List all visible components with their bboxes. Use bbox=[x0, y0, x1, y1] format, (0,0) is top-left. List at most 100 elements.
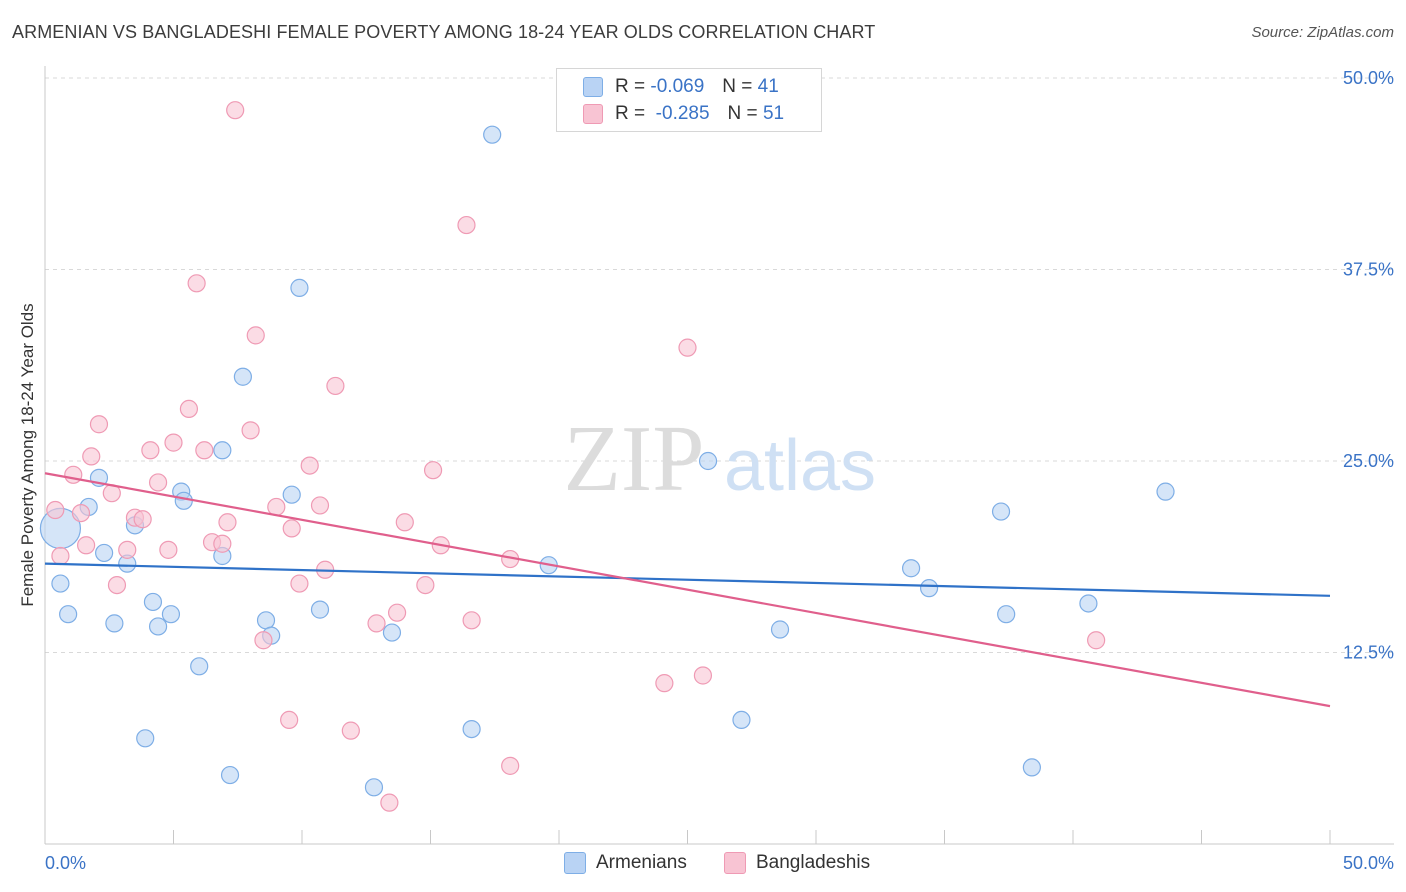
x-tick-label: 50.0% bbox=[1343, 853, 1394, 873]
bangladeshi-point bbox=[290, 574, 309, 593]
armenian-point bbox=[136, 729, 155, 748]
bangladeshi-point bbox=[501, 756, 520, 775]
bangladeshi-point bbox=[416, 575, 435, 595]
bangladeshi-trend-line bbox=[44, 472, 1331, 708]
bangladeshi-point bbox=[226, 101, 245, 120]
armenian-point bbox=[51, 574, 70, 593]
armenian-point bbox=[732, 710, 751, 730]
correlation-legend: R = -0.069 N = 41 R = -0.285 N = 51 bbox=[556, 68, 822, 132]
armenian-point bbox=[213, 441, 232, 460]
legend-r-value: -0.285 bbox=[655, 103, 710, 124]
bangladeshi-point bbox=[82, 447, 101, 466]
bangladeshi-point bbox=[118, 540, 137, 559]
y-tick-label: 12.5% bbox=[1343, 643, 1394, 663]
bangladeshi-point bbox=[195, 441, 214, 460]
data-points bbox=[39, 101, 1175, 812]
legend-label: Bangladeshis bbox=[756, 852, 871, 873]
bangladeshi-point bbox=[678, 338, 697, 357]
grid bbox=[45, 77, 1394, 653]
armenian-swatch bbox=[583, 77, 603, 97]
series-legend: Armenians Bangladeshis bbox=[0, 852, 1406, 878]
y-tick-label: 25.0% bbox=[1343, 451, 1394, 471]
bangladeshi-point bbox=[89, 415, 109, 434]
tick-labels: 12.5% 25.0% 37.5% 50.0% 0.0% 50.0% bbox=[45, 68, 1394, 873]
bangladeshi-point bbox=[141, 441, 160, 460]
bangladeshi-point bbox=[326, 376, 345, 396]
armenian-swatch bbox=[564, 852, 586, 874]
bangladeshi-swatch bbox=[724, 852, 746, 874]
legend-row-bangladeshis: R = -0.285 N = 51 bbox=[583, 102, 784, 126]
legend-item-bangladeshis: Bangladeshis bbox=[724, 852, 870, 874]
bangladeshi-point bbox=[341, 721, 360, 740]
y-axis-label: Female Poverty Among 18-24 Year Olds bbox=[18, 303, 37, 607]
x-tick-label: 0.0% bbox=[45, 853, 86, 873]
legend-n-label: N = bbox=[722, 76, 753, 97]
armenian-point bbox=[282, 485, 301, 504]
legend-r-value: -0.069 bbox=[650, 76, 705, 97]
bangladeshi-point bbox=[218, 513, 237, 532]
bangladeshi-point bbox=[213, 534, 232, 553]
bangladeshi-point bbox=[107, 575, 127, 595]
source-label: Source: ZipAtlas.com bbox=[1251, 24, 1394, 41]
armenian-point bbox=[233, 367, 252, 386]
armenian-point bbox=[1156, 482, 1175, 501]
armenian-point bbox=[364, 778, 384, 797]
y-tick-label: 37.5% bbox=[1343, 260, 1394, 280]
bangladeshi-point bbox=[457, 215, 476, 235]
bangladeshi-point bbox=[267, 497, 286, 517]
bangladeshi-point bbox=[187, 274, 206, 293]
armenian-point bbox=[95, 543, 114, 563]
legend-item-armenians: Armenians bbox=[564, 852, 687, 874]
bangladeshi-point bbox=[693, 666, 713, 685]
legend-r-label: R = bbox=[615, 76, 646, 97]
bangladeshi-point bbox=[380, 793, 399, 812]
legend-label: Armenians bbox=[596, 852, 687, 873]
bangladeshi-point bbox=[395, 513, 414, 532]
armenian-point bbox=[382, 623, 402, 642]
armenian-point bbox=[991, 502, 1011, 521]
bangladeshi-swatch bbox=[583, 104, 603, 124]
bangladeshi-point bbox=[159, 540, 178, 559]
armenian-point bbox=[174, 491, 193, 510]
bangladeshi-point bbox=[254, 631, 273, 650]
legend-n-value: 41 bbox=[757, 76, 779, 97]
bangladeshi-point bbox=[280, 710, 299, 730]
bangladeshi-point bbox=[64, 465, 83, 484]
legend-n-value: 51 bbox=[762, 103, 785, 124]
bangladeshi-point bbox=[241, 421, 260, 440]
armenian-point bbox=[190, 657, 209, 676]
armenian-point bbox=[59, 605, 78, 624]
legend-r-label: R = bbox=[615, 103, 646, 124]
armenian-point bbox=[143, 592, 163, 612]
watermark-atlas: atlas bbox=[724, 426, 876, 506]
armenian-point bbox=[462, 719, 481, 739]
armenian-point bbox=[997, 605, 1016, 624]
armenian-point bbox=[770, 620, 790, 639]
bangladeshi-point bbox=[133, 510, 152, 529]
bangladeshi-point bbox=[46, 500, 65, 520]
watermark-zip: ZIP bbox=[564, 407, 705, 511]
bangladeshi-point bbox=[71, 503, 91, 523]
legend-n-label: N = bbox=[727, 103, 758, 124]
bangladeshi-point bbox=[300, 456, 319, 475]
chart-title: ARMENIAN VS BANGLADESHI FEMALE POVERTY A… bbox=[12, 22, 876, 42]
bangladeshi-point bbox=[164, 433, 183, 452]
bangladeshi-point bbox=[462, 611, 481, 630]
axes bbox=[44, 66, 1394, 845]
armenian-point bbox=[1022, 758, 1041, 777]
bangladeshi-point bbox=[423, 461, 443, 480]
bangladeshi-point bbox=[51, 546, 70, 566]
bangladeshi-point bbox=[367, 614, 386, 633]
armenian-point bbox=[901, 559, 921, 578]
bangladeshi-point bbox=[1087, 631, 1106, 650]
armenian-point bbox=[148, 617, 168, 636]
watermark: ZIP atlas bbox=[564, 407, 877, 511]
armenian-point bbox=[483, 125, 502, 144]
armenian-point bbox=[161, 605, 181, 624]
armenian-point bbox=[220, 765, 240, 785]
bangladeshi-point bbox=[387, 603, 407, 622]
armenian-trend-line bbox=[44, 562, 1331, 597]
armenian-point bbox=[698, 451, 718, 471]
bangladeshi-point bbox=[282, 519, 301, 538]
